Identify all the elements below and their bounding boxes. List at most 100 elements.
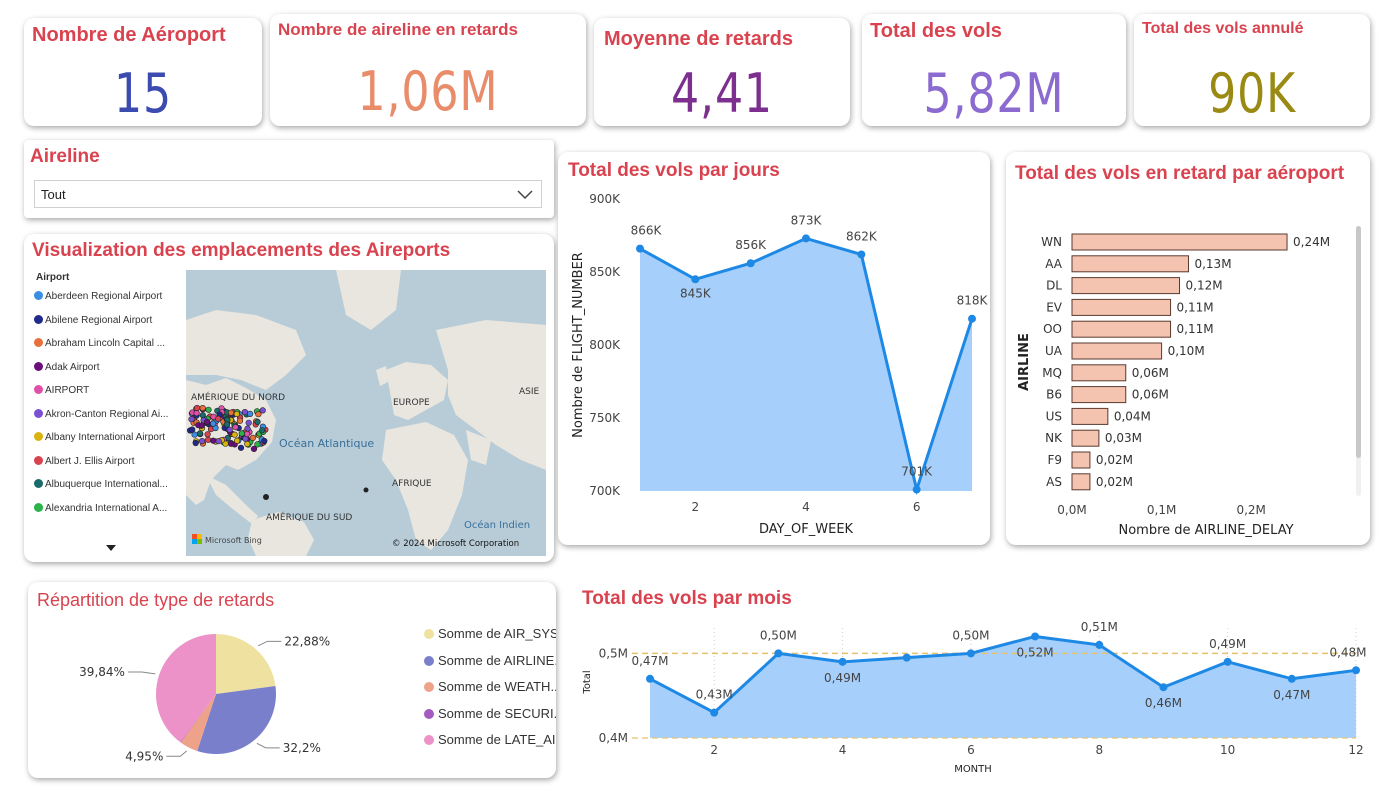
bar[interactable] <box>1071 429 1100 447</box>
map-legend-item[interactable]: Albuquerque International... <box>34 479 168 490</box>
airport-point[interactable] <box>223 421 231 428</box>
data-point[interactable] <box>1095 640 1104 649</box>
airport-point[interactable] <box>222 440 229 447</box>
airport-point[interactable] <box>243 430 251 438</box>
pie-slice[interactable] <box>216 634 276 694</box>
map-legend-item[interactable]: AIRPORT <box>34 385 89 396</box>
airport-point[interactable] <box>231 431 238 438</box>
monthly-chart[interactable]: 0,4M 0,5M 2 4 6 8 10 12 MONTH Total 0,47M 0,43M 0,50… <box>576 582 1370 778</box>
airport-point[interactable] <box>196 430 204 437</box>
map-view[interactable]: AMÉRIQUE DU NORD EUROPE ASIE Océan Atlan… <box>186 270 546 556</box>
pie-slice[interactable] <box>180 694 216 751</box>
pie-slice[interactable] <box>180 694 216 743</box>
map-legend-item[interactable]: Aberdeen Regional Airport <box>34 291 162 302</box>
airport-point[interactable] <box>233 410 240 418</box>
airport-point[interactable] <box>258 427 266 434</box>
bar[interactable] <box>1071 277 1181 295</box>
airport-point[interactable] <box>255 411 262 418</box>
daily-chart[interactable]: 700K 750K 800K 850K 900K 2 4 6 DAY_OF_WEEK Nombre… <box>558 152 990 545</box>
pie-legend-item[interactable]: Somme de AIR_SYS... <box>424 626 556 641</box>
airport-point[interactable] <box>249 434 256 441</box>
data-point[interactable] <box>912 485 921 494</box>
airport-point[interactable] <box>250 445 258 452</box>
airport-point[interactable] <box>254 441 261 448</box>
airline-dropdown[interactable]: Tout <box>34 180 542 208</box>
airport-point[interactable] <box>199 438 206 445</box>
map-legend-item[interactable]: Albert J. Ellis Airport <box>34 455 134 467</box>
airport-point[interactable] <box>238 430 245 437</box>
pie-legend-item[interactable]: Somme de SECURI... <box>424 706 556 721</box>
airport-point[interactable] <box>191 431 198 438</box>
bar[interactable] <box>1071 320 1172 338</box>
bar[interactable] <box>1071 473 1091 491</box>
data-point[interactable] <box>838 657 847 666</box>
airport-point[interactable] <box>254 418 261 425</box>
bar[interactable] <box>1071 233 1288 251</box>
data-point[interactable] <box>966 649 975 658</box>
airport-point[interactable] <box>193 410 200 417</box>
pie-legend-item[interactable]: Somme de WEATH... <box>424 679 556 694</box>
airport-point[interactable] <box>210 437 217 444</box>
delay-type-pie[interactable]: 22,88% 32,2% 4,95% 39,84% <box>28 582 408 778</box>
airport-point[interactable] <box>227 409 235 416</box>
bar[interactable] <box>1071 386 1127 404</box>
airport-point[interactable] <box>244 440 251 448</box>
airport-point[interactable] <box>237 444 245 451</box>
airport-point[interactable] <box>215 438 222 445</box>
airport-point[interactable] <box>198 422 205 429</box>
airport-point[interactable] <box>261 437 268 445</box>
map-legend-item[interactable]: Albany International Airport <box>34 432 165 443</box>
airport-point[interactable] <box>232 424 239 431</box>
data-point[interactable] <box>1223 657 1232 666</box>
airport-point[interactable] <box>226 426 233 433</box>
airport-point[interactable] <box>205 406 212 413</box>
bar[interactable] <box>1071 364 1127 382</box>
airport-point[interactable] <box>246 410 254 417</box>
data-point[interactable] <box>968 314 976 323</box>
legend-more-icon[interactable] <box>105 544 117 552</box>
pie-slice[interactable] <box>156 634 216 743</box>
data-point[interactable] <box>1031 632 1040 641</box>
map-legend-item[interactable]: Adak Airport <box>34 361 99 373</box>
data-point[interactable] <box>902 653 911 662</box>
data-point[interactable] <box>746 259 755 268</box>
airport-point[interactable] <box>194 404 201 412</box>
airport-point[interactable] <box>192 439 199 447</box>
bar-scrollbar-thumb[interactable] <box>1356 226 1361 458</box>
map-legend-item[interactable]: Abilene Regional Airport <box>34 314 152 326</box>
airport-point[interactable] <box>199 412 206 419</box>
data-point[interactable] <box>710 708 719 717</box>
airport-point[interactable] <box>245 419 252 426</box>
map-legend-item[interactable]: Akron-Canton Regional Ai... <box>34 408 168 420</box>
data-point[interactable] <box>636 244 644 253</box>
bar-scrollbar[interactable] <box>1356 226 1361 496</box>
data-point[interactable] <box>646 674 654 683</box>
data-point[interactable] <box>774 649 783 658</box>
map-legend-item[interactable]: Abraham Lincoln Capital ... <box>34 338 165 349</box>
bar[interactable] <box>1071 342 1163 360</box>
airport-point[interactable] <box>236 417 244 424</box>
data-point[interactable] <box>1287 674 1296 683</box>
bar[interactable] <box>1071 407 1109 425</box>
data-point[interactable] <box>691 275 700 284</box>
data-point[interactable] <box>1159 683 1168 692</box>
pie-legend-item[interactable]: Somme de AIRLINE... <box>424 653 556 668</box>
map-legend-item[interactable]: Alexandria International A... <box>34 502 167 514</box>
pie-slice[interactable] <box>197 686 276 754</box>
delay-bar-chart[interactable]: WN 0,24M AA 0,13M DL 0,12M EV 0,11M OO 0,11M UA 0,1… <box>1006 152 1370 545</box>
data-point[interactable] <box>802 234 810 243</box>
bar[interactable] <box>1071 298 1172 316</box>
airport-point[interactable] <box>199 405 206 412</box>
airport-point[interactable] <box>189 426 196 433</box>
airport-point[interactable] <box>241 409 249 416</box>
airport-point[interactable] <box>204 431 211 438</box>
bar[interactable] <box>1071 451 1091 469</box>
airport-point[interactable] <box>215 415 222 422</box>
pie-legend-item[interactable]: Somme de LATE_AI... <box>424 732 556 747</box>
airport-point[interactable] <box>210 420 217 427</box>
airport-point[interactable] <box>205 436 212 443</box>
airport-point[interactable] <box>188 416 195 423</box>
airport-point[interactable] <box>233 437 241 444</box>
data-point[interactable] <box>1352 666 1360 675</box>
airport-point[interactable] <box>203 418 211 426</box>
